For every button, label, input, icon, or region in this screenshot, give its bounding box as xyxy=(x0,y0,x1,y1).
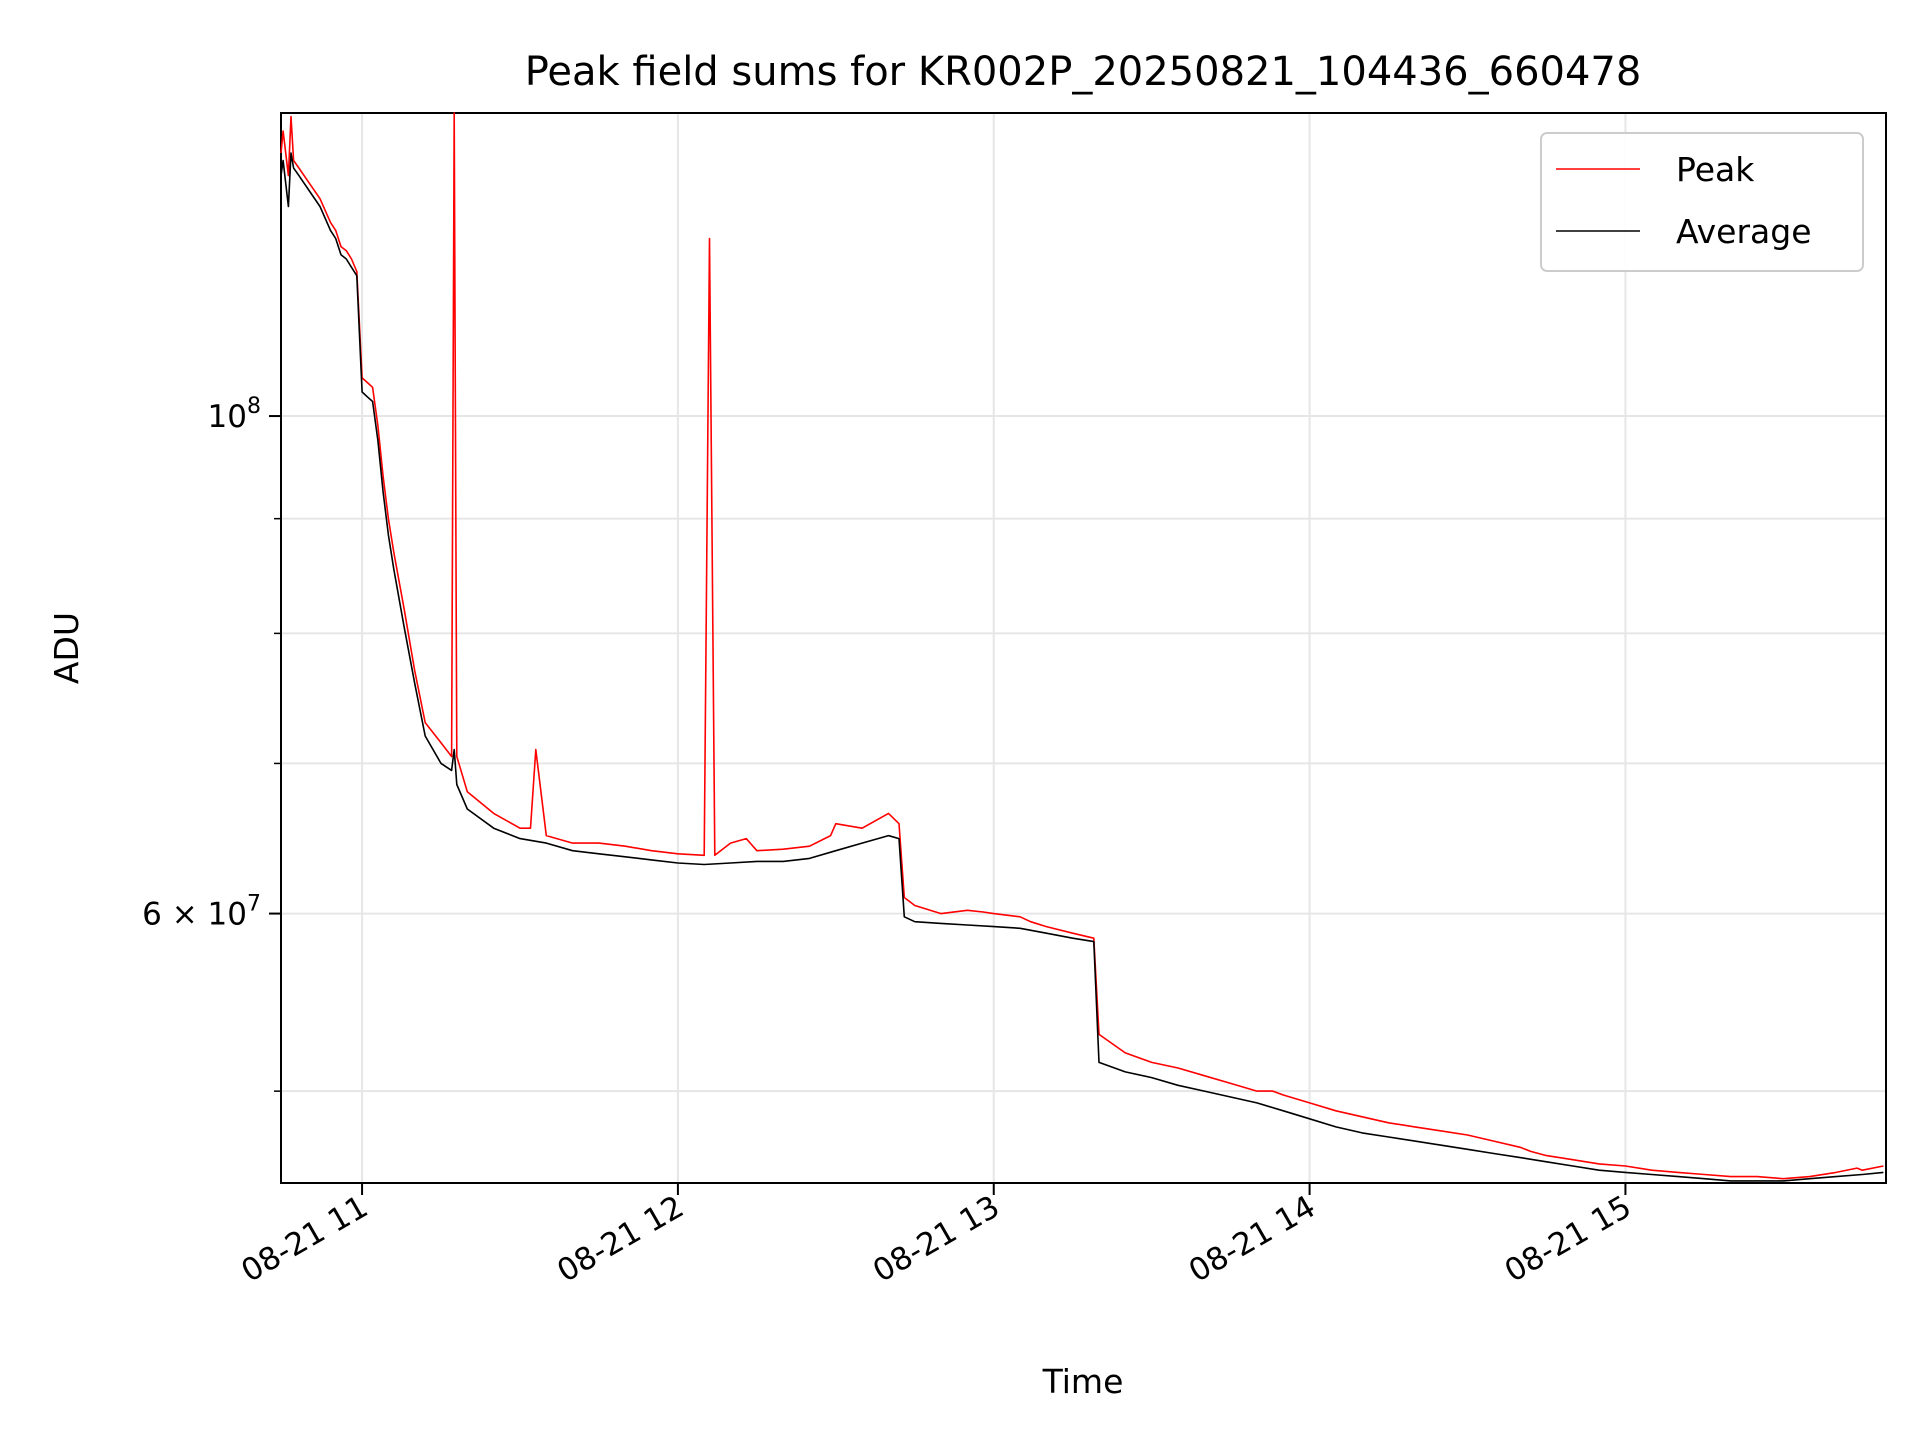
y-tick-label-0: 108 xyxy=(208,394,261,435)
y-axis-label: ADU xyxy=(47,612,86,684)
legend-box xyxy=(1540,132,1864,272)
series-line-average xyxy=(280,152,1884,1182)
legend: Peak Average xyxy=(1540,132,1864,272)
y-axis-ticks: 108 6 × 107 xyxy=(142,394,281,1092)
grid xyxy=(281,113,1886,1183)
chart-title: Peak field sums for KR002P_20250821_1044… xyxy=(525,49,1642,95)
legend-average-label: Average xyxy=(1676,212,1812,251)
plot-area xyxy=(280,112,1887,1184)
series-lines xyxy=(280,112,1884,1182)
legend-peak-label: Peak xyxy=(1676,150,1755,189)
series-line-peak xyxy=(280,112,1884,1180)
x-axis-label: Time xyxy=(1042,1362,1124,1401)
y-tick-label-1: 6 × 107 xyxy=(142,892,261,933)
